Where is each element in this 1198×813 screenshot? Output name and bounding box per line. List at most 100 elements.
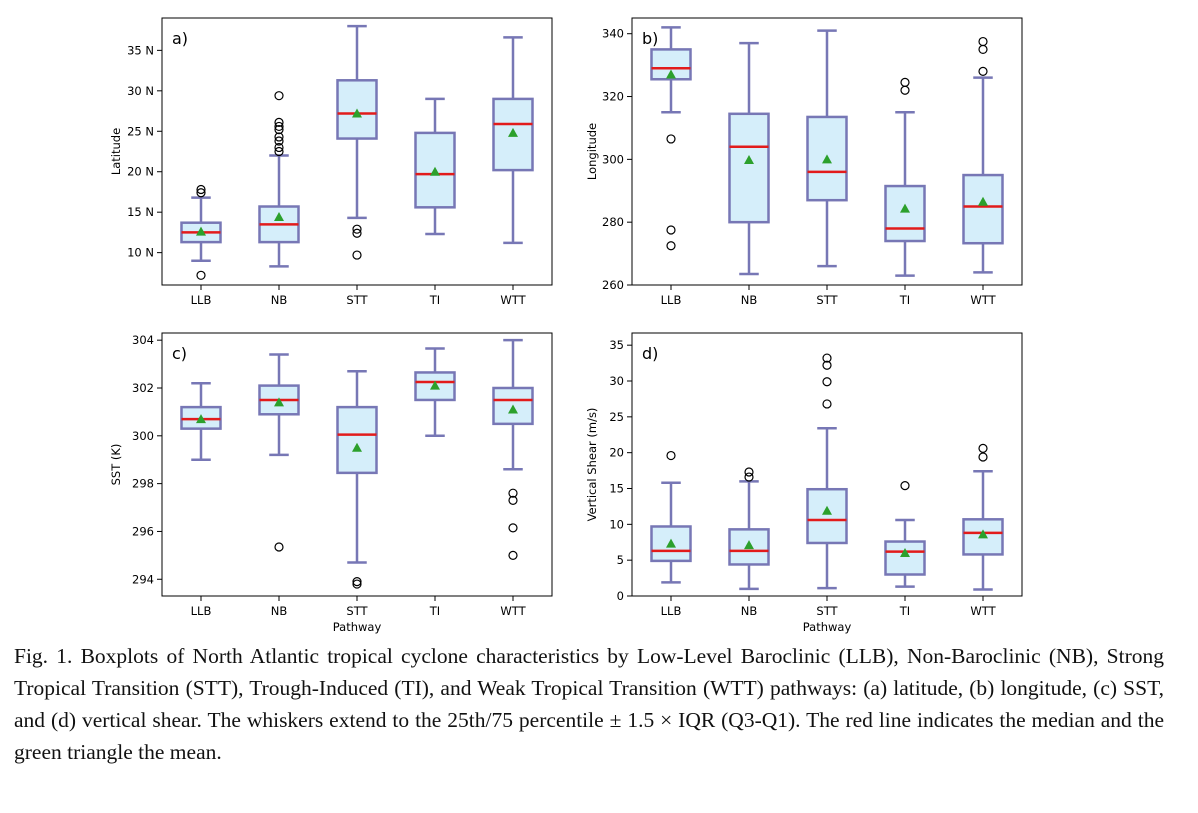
outlier-point [274, 117, 284, 127]
outlier-point [508, 495, 518, 505]
x-tick-label: STT [346, 293, 368, 307]
y-tick-label: 300 [602, 152, 624, 166]
y-tick-label: 30 N [127, 84, 154, 98]
mean-marker [274, 397, 284, 407]
outlier-point [196, 184, 206, 195]
y-axis-label: Longitude [585, 123, 599, 180]
outlier-point [508, 523, 518, 533]
outlier-point [352, 579, 362, 589]
iqr-box [806, 487, 848, 545]
x-tick-label: STT [346, 604, 368, 618]
y-tick-label: 300 [132, 429, 154, 443]
plot-frame [161, 17, 553, 286]
iqr-box [728, 112, 770, 224]
box-llb [180, 184, 222, 280]
x-tick-label: TI [429, 293, 440, 307]
box-llb [650, 26, 692, 251]
box-ti [414, 347, 456, 438]
outlier-point [196, 270, 206, 280]
y-axis-label: Vertical Shear (m/s) [585, 408, 599, 522]
y-tick-label: 10 [609, 517, 624, 531]
y-tick-label: 320 [602, 90, 624, 104]
outlier-point [274, 125, 284, 135]
y-tick-label: 304 [132, 333, 154, 347]
y-tick-label: 15 [609, 482, 624, 496]
outlier-point [900, 85, 910, 95]
y-tick-label: 35 N [127, 43, 154, 57]
x-tick-label: STT [816, 604, 838, 618]
mean-marker [196, 226, 206, 236]
x-tick-label: STT [816, 293, 838, 307]
box-stt [336, 24, 378, 260]
y-tick-label: 302 [132, 381, 154, 395]
box-wtt [962, 36, 1004, 274]
y-axis-label: SST (K) [109, 444, 123, 486]
box-stt [806, 353, 848, 590]
x-tick-label: LLB [191, 604, 212, 618]
outlier-point [822, 399, 832, 409]
outlier-point [822, 353, 832, 363]
outlier-point [274, 136, 284, 146]
plot-frame [631, 17, 1023, 286]
y-tick-label: 260 [602, 278, 624, 292]
box-wtt [492, 36, 534, 245]
outlier-point [822, 360, 832, 370]
outlier-point [666, 450, 676, 461]
y-tick-label: 20 N [127, 165, 154, 179]
y-axis-label: Latitude [109, 128, 123, 175]
mean-marker [352, 108, 362, 118]
plot-frame [631, 332, 1023, 597]
x-axis-label: Pathway [803, 620, 852, 634]
mean-marker [900, 548, 910, 558]
outlier-point [274, 132, 284, 142]
outlier-point [352, 224, 362, 234]
outlier-point [666, 225, 676, 235]
outlier-point [978, 36, 988, 47]
box-ti [414, 97, 456, 236]
box-nb [728, 467, 770, 591]
boxplot-figure: 10 N 15 N 20 N 25 N 30 N 35 N Latitude LLB NB STT… [109, 17, 1023, 634]
panel-b-longitude: 260 280 300 320 340 Longitude LLB NB STT TI WTT b) [585, 17, 1023, 307]
mean-marker [978, 196, 988, 206]
mean-marker [196, 414, 206, 424]
y-tick-label: 5 [617, 553, 624, 567]
x-tick-label: WTT [970, 604, 996, 618]
outlier-point [274, 146, 284, 157]
panel-a-latitude: 10 N 15 N 20 N 25 N 30 N 35 N Latitude LLB NB STT… [109, 17, 553, 307]
iqr-box [962, 173, 1004, 245]
x-tick-label: WTT [970, 293, 996, 307]
x-tick-label: TI [899, 293, 910, 307]
panel-label: b) [642, 29, 658, 48]
x-tick-label: TI [429, 604, 440, 618]
y-tick-label: 15 N [127, 205, 154, 219]
panel-label: a) [172, 29, 188, 48]
y-tick-label: 340 [602, 27, 624, 41]
mean-marker [744, 540, 754, 550]
x-tick-label: WTT [500, 604, 526, 618]
mean-marker [352, 442, 362, 452]
y-tick-label: 25 N [127, 124, 154, 138]
outlier-point [666, 134, 676, 144]
iqr-box [492, 386, 534, 426]
figure-caption: Fig. 1. Boxplots of North Atlantic tropi… [14, 644, 1164, 764]
box-wtt [962, 443, 1004, 591]
x-tick-label: TI [899, 604, 910, 618]
iqr-box [884, 184, 926, 243]
box-llb [650, 450, 692, 584]
mean-marker [822, 154, 832, 164]
box-nb [728, 41, 770, 276]
iqr-box [336, 405, 378, 475]
box-stt [806, 29, 848, 268]
outlier-point [352, 228, 362, 238]
y-tick-label: 298 [132, 477, 154, 491]
outlier-point [978, 452, 988, 462]
mean-marker [508, 127, 518, 137]
x-tick-label: LLB [191, 293, 212, 307]
mean-marker [508, 404, 518, 414]
x-tick-label: NB [741, 604, 758, 618]
box-nb [258, 353, 300, 552]
x-tick-label: LLB [661, 604, 682, 618]
box-wtt [492, 338, 534, 560]
outlier-point [274, 121, 284, 132]
y-tick-label: 30 [609, 374, 624, 388]
